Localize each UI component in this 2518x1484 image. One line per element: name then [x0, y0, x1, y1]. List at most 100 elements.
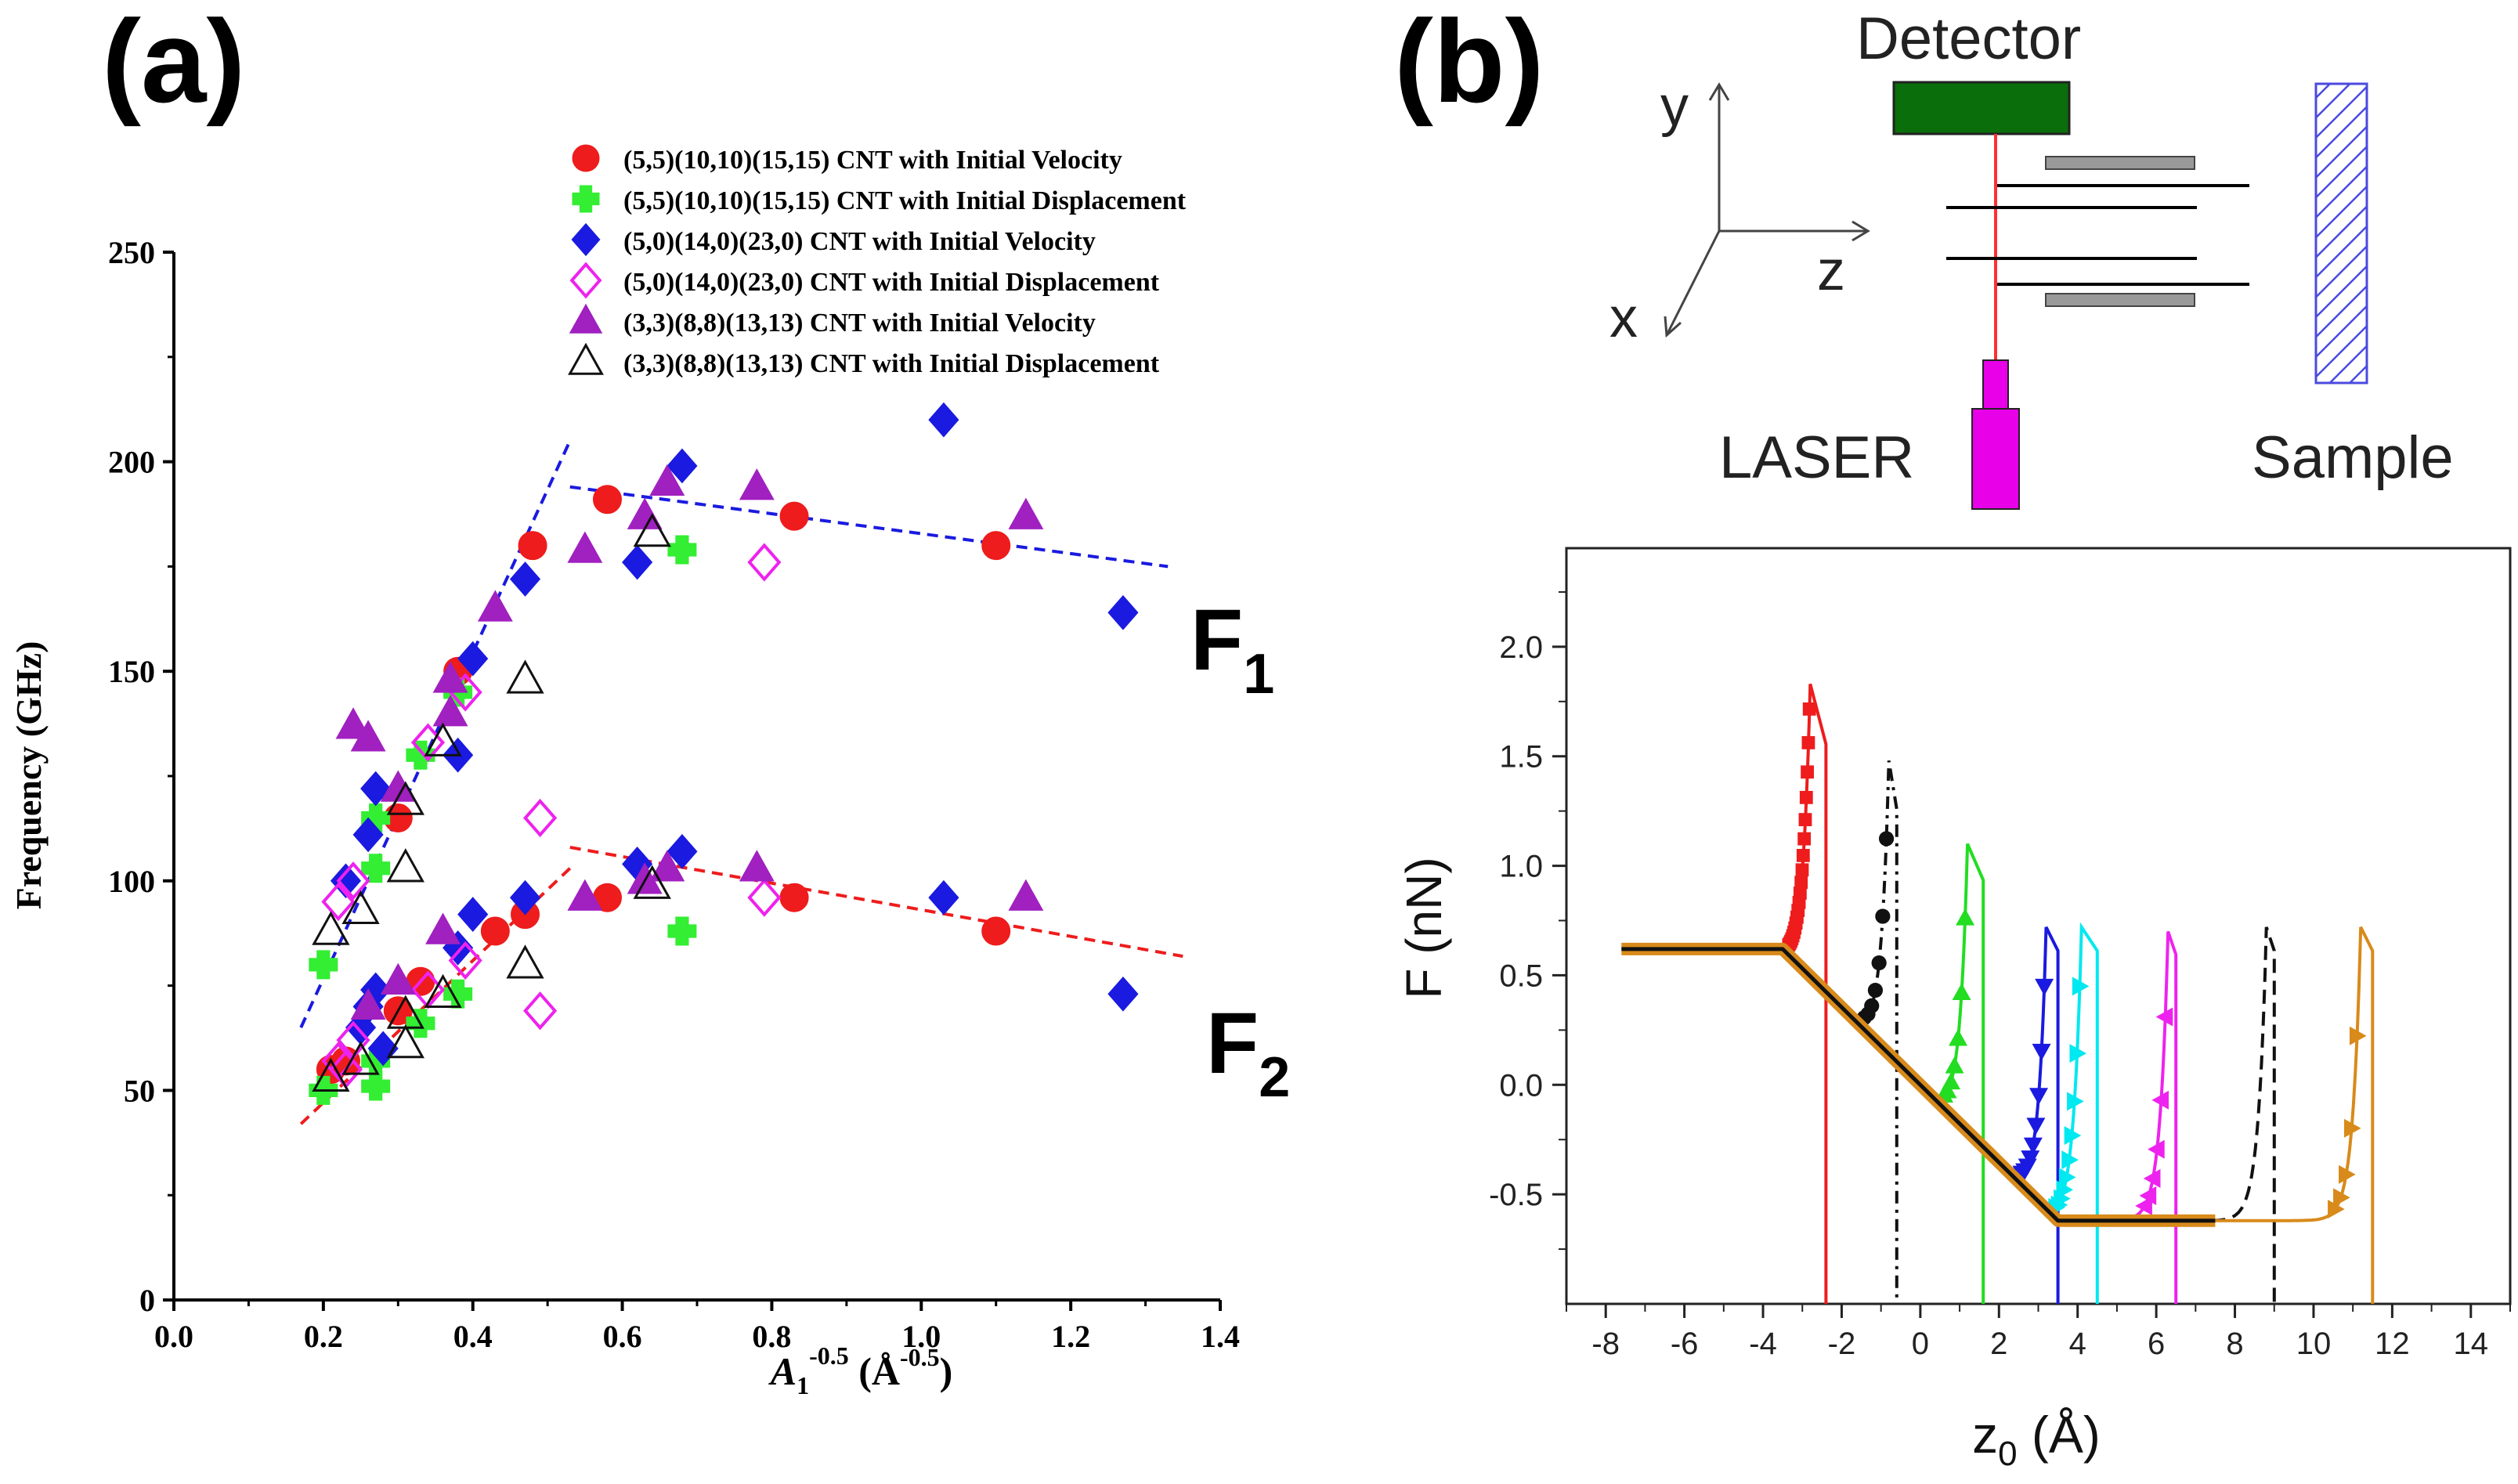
axis-x-arrow: [1665, 230, 1721, 336]
b-data-marker: [1875, 908, 1891, 924]
b-data-marker: [2069, 1044, 2087, 1063]
legend-entry: (3,3)(8,8)(13,13) CNT with Initial Displ…: [623, 349, 1160, 378]
b-data-marker: [1796, 848, 1810, 862]
a-y-tick-label: 200: [108, 445, 155, 480]
b-x-tick-label: -4: [1749, 1327, 1777, 1361]
panel-b-x-label: z0 (Å): [1972, 1406, 2101, 1473]
b-data-marker: [1794, 876, 1808, 890]
sample-label: Sample: [2252, 424, 2454, 491]
a-data-point: [779, 501, 809, 531]
legend-entry: (5,5)(10,10)(15,15) CNT with Initial Dis…: [623, 186, 1187, 215]
b-data-marker: [1956, 908, 1975, 926]
b-x-tick-label: 6: [2148, 1327, 2165, 1361]
b-data-marker: [2029, 1088, 2049, 1105]
legend-marker: [569, 262, 602, 299]
panel-b-label: (b): [1394, 0, 1544, 127]
b-x-tick-label: 2: [1990, 1327, 2007, 1361]
legend-marker: [571, 222, 601, 257]
a-x-tick-label: 0.2: [304, 1319, 343, 1354]
a-data-point: [779, 883, 809, 912]
b-series-curve: [2211, 926, 2276, 1304]
a-data-point: [361, 1071, 391, 1101]
a-series-4: [335, 464, 1044, 1020]
b-data-marker: [2349, 1026, 2367, 1045]
panel-b-y-label: F (nN): [1396, 857, 1452, 998]
a-data-point: [312, 911, 350, 945]
a-data-point: [567, 531, 603, 563]
a-data-point: [747, 878, 782, 917]
a-data-point: [667, 833, 698, 869]
a-data-point: [667, 535, 697, 565]
a-x-tick-label: 0.4: [453, 1319, 493, 1354]
b-data-marker: [2135, 1196, 2152, 1215]
a-data-point: [506, 944, 544, 979]
a-data-point: [1008, 497, 1044, 529]
a-data-point: [1008, 879, 1044, 911]
a-data-point: [739, 850, 775, 882]
a-fit-line: [569, 485, 1169, 569]
b-data-marker: [2023, 1137, 2043, 1155]
a-data-point: [592, 485, 622, 515]
a-data-point: [386, 848, 424, 883]
a-data-point: [361, 803, 391, 833]
axis-z-label: z: [1817, 240, 1845, 302]
f1-label: F1: [1190, 592, 1274, 706]
a-x-tick-label: 0.0: [154, 1319, 193, 1354]
a-x-tick-label: 0.6: [603, 1319, 642, 1354]
a-x-tick-label: 0.8: [752, 1319, 791, 1354]
a-y-tick-label: 0: [139, 1283, 155, 1318]
b-data-marker: [2343, 1118, 2361, 1138]
a-data-point: [312, 1057, 350, 1092]
a-data-point: [309, 950, 338, 980]
b-y-tick-label: 1.0: [1499, 850, 1543, 884]
axis-x-arrowhead: [1664, 316, 1682, 338]
a-data-point: [321, 882, 356, 922]
b-baseline-core: [1621, 947, 2216, 1223]
b-data-marker: [1801, 765, 1815, 779]
b-data-marker: [1949, 1028, 1968, 1046]
b-data-marker: [2032, 1043, 2051, 1061]
legend-marker: [572, 144, 600, 172]
a-data-point: [633, 513, 671, 547]
a-data-point: [667, 916, 697, 946]
b-data-marker: [2021, 1150, 2040, 1168]
b-data-marker: [2026, 1118, 2046, 1135]
legend-entry: (3,3)(8,8)(13,13) CNT with Initial Veloc…: [623, 309, 1096, 338]
a-data-point: [350, 988, 386, 1020]
a-data-point: [457, 897, 489, 932]
b-data-marker: [2035, 978, 2054, 996]
a-data-point: [425, 912, 461, 944]
b-data-marker: [2155, 1007, 2173, 1027]
b-data-marker: [1952, 983, 1971, 1001]
afm-schematic: y z x Detector LASER: [1609, 5, 2454, 510]
legend-entry: (5,0)(14,0)(23,0) CNT with Initial Displ…: [623, 268, 1160, 297]
b-data-marker: [1867, 982, 1884, 998]
a-x-tick-label: 1.0: [901, 1319, 941, 1354]
b-data-marker: [1945, 1056, 1964, 1074]
clamp-top: [2045, 156, 2195, 170]
b-x-tick-label: 14: [2454, 1327, 2489, 1361]
axis-z-arrowhead: [1851, 220, 1870, 242]
panel-a-plot: 0 50 100 150 200 250 0.0 0.2 0.4 0.6 0.8 1.0 1.2 1.4: [108, 235, 1240, 1354]
b-data-marker: [1871, 955, 1887, 971]
b-data-marker: [1797, 832, 1812, 846]
detector-label: Detector: [1856, 5, 2081, 72]
a-data-point: [477, 590, 513, 622]
b-data-marker: [2072, 977, 2090, 996]
b-x-tick-label: 10: [2296, 1327, 2332, 1361]
a-data-point: [432, 661, 468, 693]
b-data-marker: [1942, 1072, 1961, 1090]
a-data-point: [386, 1024, 424, 1059]
a-series-0: [316, 485, 1011, 1085]
b-x-tick-label: -6: [1671, 1327, 1699, 1361]
a-series-2: [330, 402, 1139, 1067]
b-data-marker: [1802, 702, 1816, 716]
laser-label: LASER: [1719, 424, 1914, 491]
legend-marker: [568, 342, 604, 375]
panel-b-plot: -8 -6 -4 -2 0 2 4 6 8 10 12 14 -0.5 0.0 0.5 1.0 1.5 2.0: [1489, 547, 2512, 1361]
b-data-marker: [1793, 886, 1807, 900]
b-data-marker: [1878, 831, 1895, 847]
legend-entry: (5,0)(14,0)(23,0) CNT with Initial Veloc…: [623, 227, 1096, 256]
b-data-marker: [2148, 1139, 2165, 1159]
